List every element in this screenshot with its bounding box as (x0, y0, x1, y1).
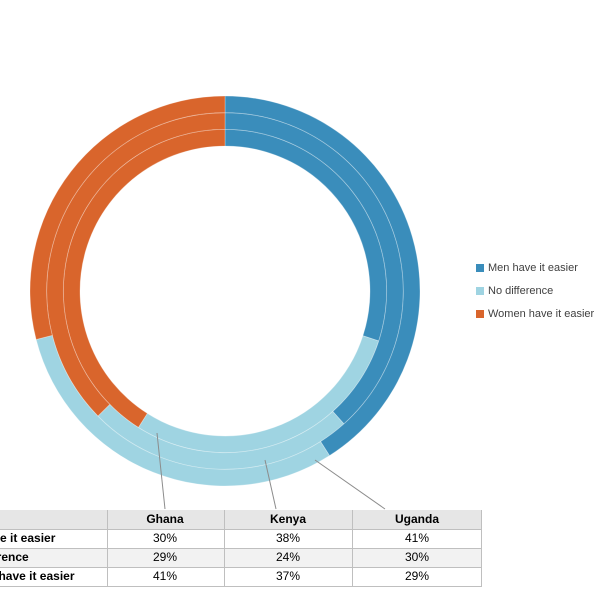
table-row-bg (0, 548, 482, 567)
table-header: Uganda (395, 512, 439, 526)
legend-label: Men have it easier (488, 262, 578, 274)
table-cell: 29% (405, 569, 429, 583)
donut-segment (35, 334, 331, 487)
legend-swatch (476, 310, 484, 318)
table-cell: 24% (276, 550, 300, 564)
donut-segment (224, 128, 388, 342)
donut-segment (46, 112, 226, 417)
legend-label: No difference (488, 285, 553, 297)
donut-segment (137, 335, 380, 454)
data-table: Ghana Kenya Uganda Men have it easier 30% 38%… (0, 510, 482, 587)
leader-line (314, 459, 386, 510)
table-cell: 41% (153, 569, 177, 583)
table-header-bg (0, 510, 482, 529)
table-row-header: Women have it easier (0, 569, 75, 583)
table-cell: 29% (153, 550, 177, 564)
legend: Men have it easier No difference Women hav… (476, 262, 595, 320)
table-row-header: Men have it easier (0, 531, 56, 545)
table-cell: 41% (405, 531, 429, 545)
leader-lines (156, 432, 386, 510)
legend-swatch (476, 264, 484, 272)
leader-line (264, 459, 277, 510)
legend-swatch (476, 287, 484, 295)
table-cell: 37% (276, 569, 300, 583)
table-header: Ghana (146, 512, 184, 526)
table-row-header: No difference (0, 550, 29, 564)
table-header: Kenya (270, 512, 306, 526)
donut-segment (29, 95, 226, 340)
table-cell: 38% (276, 531, 300, 545)
leader-line (156, 432, 166, 510)
donut-segment (224, 112, 404, 425)
legend-label: Women have it easier (488, 308, 595, 320)
donut (29, 95, 421, 487)
table-cell: 30% (153, 531, 177, 545)
table-cell: 30% (405, 550, 429, 564)
